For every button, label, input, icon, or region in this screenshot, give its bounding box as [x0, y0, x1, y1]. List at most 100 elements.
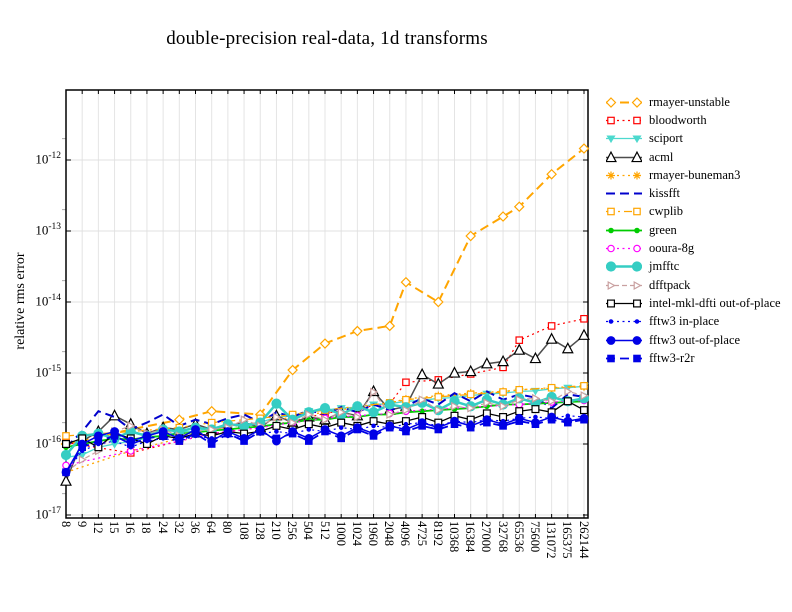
- data-point-marker: [368, 407, 379, 418]
- data-point-marker: [402, 405, 411, 415]
- legend-label: rmayer-unstable: [649, 94, 730, 109]
- legend-label: ooura-8g: [649, 241, 695, 256]
- data-point-marker: [633, 354, 641, 363]
- data-point-marker: [61, 440, 70, 449]
- data-point-marker: [240, 437, 248, 445]
- data-point-marker: [465, 230, 477, 242]
- x-tick-label: 15: [107, 521, 122, 534]
- data-point-marker: [631, 261, 642, 272]
- data-point-marker: [60, 449, 72, 461]
- data-point-marker: [515, 336, 524, 344]
- data-point-marker: [224, 429, 232, 438]
- legend-label: rmayer-buneman3: [649, 167, 741, 182]
- x-tick-label: 8192: [430, 521, 445, 546]
- data-point-marker: [288, 429, 297, 438]
- data-point-marker: [450, 420, 459, 429]
- data-point-marker: [402, 378, 410, 387]
- legend-item-intel-mkl-dfti-out-of-place: intel-mkl-dfti out-of-place: [606, 294, 781, 312]
- data-point-marker: [273, 412, 282, 422]
- legend-item-acml: acml: [606, 148, 781, 166]
- data-point-marker: [94, 437, 103, 445]
- legend-label: green: [649, 222, 677, 237]
- data-point-marker: [418, 395, 427, 405]
- legend-swatch-icon: [606, 192, 642, 195]
- x-tick-label: 75600: [527, 521, 542, 553]
- data-point-marker: [607, 280, 616, 290]
- data-point-marker: [631, 96, 642, 108]
- legend-label: kissfft: [649, 186, 681, 201]
- x-tick-label: 12: [90, 521, 105, 534]
- data-point-marker: [580, 415, 588, 424]
- data-point-marker: [159, 432, 167, 440]
- data-point-marker: [607, 299, 616, 308]
- data-point-marker: [451, 401, 460, 411]
- data-point-marker: [531, 405, 540, 414]
- legend-swatch-icon: [606, 150, 642, 162]
- legend-swatch-icon: [606, 135, 642, 144]
- data-point-marker: [126, 440, 135, 448]
- data-point-marker: [386, 410, 395, 420]
- data-point-marker: [480, 357, 493, 369]
- data-point-marker: [319, 403, 331, 414]
- data-point-marker: [483, 398, 492, 408]
- data-point-marker: [634, 319, 640, 325]
- data-point-marker: [548, 396, 557, 406]
- x-tick-label: 65536: [511, 521, 526, 553]
- data-point-marker: [175, 437, 184, 445]
- data-point-marker: [631, 150, 642, 162]
- legend-item-fftw3-in-place: fftw3 in-place: [606, 313, 781, 331]
- data-point-marker: [369, 417, 378, 426]
- legend-swatch-icon: [606, 208, 642, 216]
- data-point-marker: [272, 421, 281, 430]
- legend-label: fftw3 in-place: [649, 314, 720, 329]
- y-tick-label: 10-14: [35, 293, 61, 309]
- data-point-marker: [384, 399, 395, 410]
- legend-item-rmayer-buneman3: rmayer-buneman3: [606, 166, 781, 184]
- data-point-marker: [531, 420, 540, 429]
- x-tick-label: 108: [236, 521, 251, 540]
- data-point-marker: [515, 417, 524, 425]
- x-tick-label: 128: [252, 521, 267, 540]
- x-tick-label: 512: [317, 521, 332, 540]
- data-point-marker: [561, 341, 574, 354]
- data-point-marker: [60, 474, 72, 486]
- legend-label: acml: [649, 149, 674, 164]
- y-tick-label: 10-16: [35, 435, 61, 451]
- x-tick-label: 165375: [560, 521, 575, 559]
- data-point-marker: [143, 434, 151, 443]
- data-point-marker: [353, 412, 363, 422]
- data-point-marker: [466, 423, 475, 432]
- x-tick-label: 256: [285, 521, 300, 540]
- data-point-marker: [533, 414, 538, 420]
- data-point-marker: [633, 171, 641, 180]
- data-point-marker: [633, 244, 641, 253]
- data-point-marker: [606, 335, 616, 345]
- chart-title: double-precision real-data, 1d transform…: [166, 28, 488, 49]
- legend-label: bloodworth: [649, 112, 707, 127]
- data-point-marker: [434, 425, 443, 434]
- data-point-marker: [515, 395, 524, 405]
- data-point-marker: [607, 208, 615, 216]
- legend-item-fftw3-out-of-place: fftw3 out-of-place: [606, 331, 781, 349]
- legend-swatch-icon: [606, 354, 642, 363]
- data-point-marker: [206, 405, 218, 417]
- data-point-marker: [608, 227, 614, 234]
- data-point-marker: [515, 385, 524, 394]
- x-tick-label: 4096: [398, 521, 413, 546]
- data-point-marker: [321, 427, 329, 436]
- x-tick-label: 24: [155, 521, 170, 534]
- data-point-marker: [256, 427, 265, 436]
- data-point-marker: [497, 354, 510, 367]
- legend-label: cwplib: [649, 204, 684, 219]
- data-point-marker: [400, 276, 412, 288]
- data-point-marker: [337, 418, 346, 427]
- data-point-marker: [78, 455, 87, 465]
- data-point-marker: [578, 328, 590, 340]
- y-tick-label: 10-15: [35, 364, 61, 380]
- data-point-marker: [513, 343, 526, 355]
- x-tick-label: 1024: [349, 521, 364, 546]
- data-point-marker: [62, 432, 70, 440]
- x-tick-label: 32768: [495, 521, 510, 553]
- data-point-marker: [606, 96, 617, 108]
- legend-swatch-icon: [606, 244, 642, 253]
